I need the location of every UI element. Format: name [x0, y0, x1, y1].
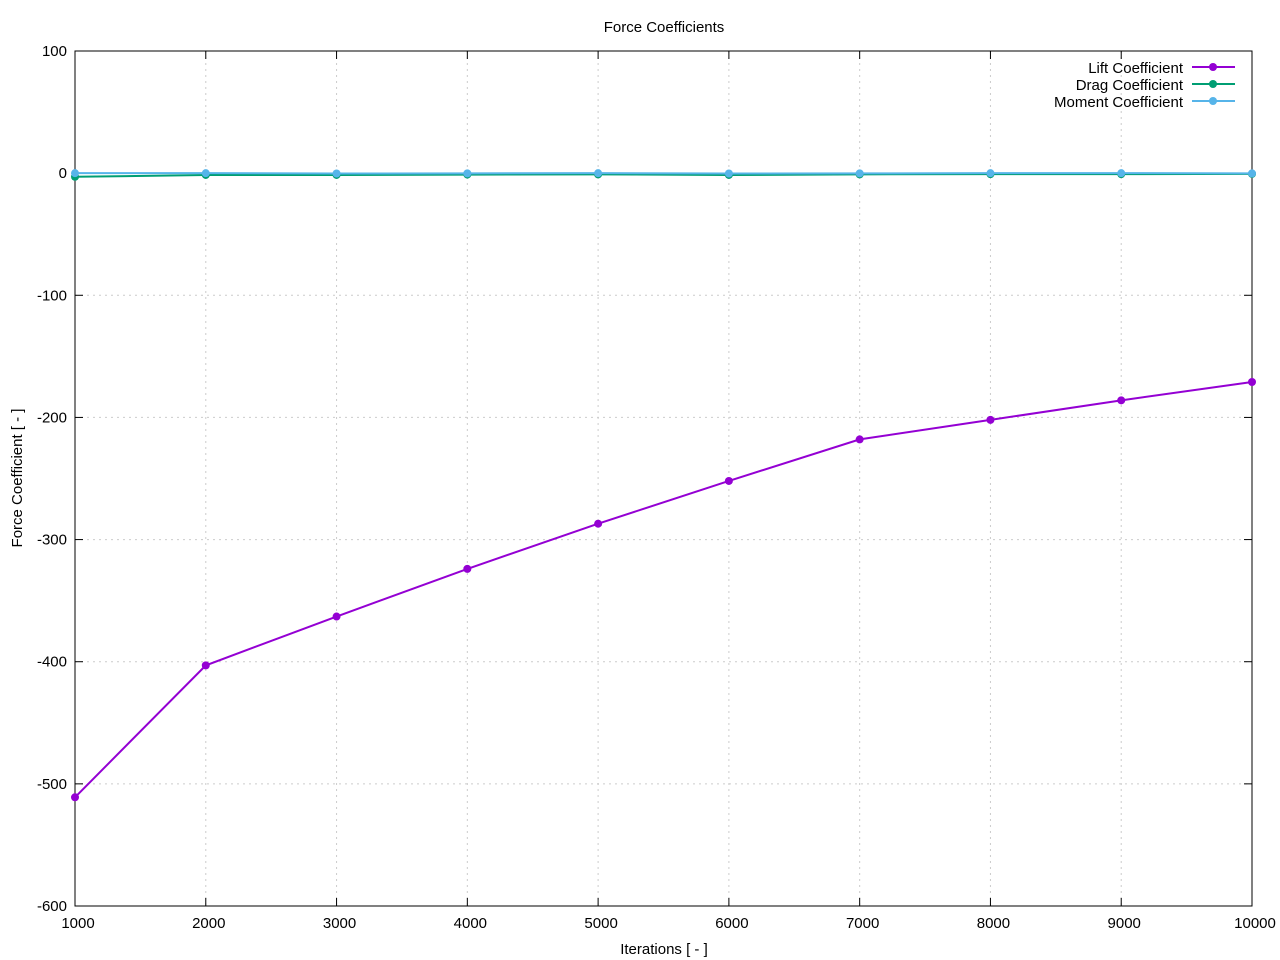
- legend-label: Drag Coefficient: [1076, 77, 1184, 94]
- chart-title: Force Coefficients: [604, 19, 725, 36]
- x-tick-label: 6000: [715, 915, 748, 932]
- x-tick-label: 2000: [192, 915, 225, 932]
- data-point: [986, 415, 995, 424]
- grid: [75, 51, 1252, 906]
- series-line: [74, 381, 1253, 798]
- data-point: [1117, 169, 1126, 178]
- x-tick-label: 10000: [1234, 915, 1276, 932]
- legend-swatch-marker: [1209, 80, 1217, 88]
- data-point: [463, 564, 472, 573]
- x-axis-label: Iterations [ - ]: [620, 941, 708, 958]
- series-2: [71, 169, 1256, 178]
- x-tick-label: 8000: [977, 915, 1010, 932]
- x-tick-label: 7000: [846, 915, 879, 932]
- y-axis-label: Force Coefficient [ - ]: [9, 409, 26, 548]
- data-point: [71, 169, 79, 178]
- data-point: [594, 519, 603, 528]
- data-point: [855, 435, 864, 444]
- series-0: [71, 378, 1256, 802]
- x-tick-label: 3000: [323, 915, 356, 932]
- data-point: [986, 169, 995, 178]
- data-point: [201, 661, 210, 670]
- data-point: [1117, 396, 1126, 405]
- legend-swatch-marker: [1209, 63, 1217, 71]
- x-tick-label: 5000: [584, 915, 617, 932]
- plot-border: [74, 50, 1253, 907]
- data-point: [724, 169, 733, 178]
- data-point: [201, 169, 210, 178]
- y-tick-label: -600: [37, 898, 67, 915]
- plot-frame: [74, 50, 1253, 907]
- data-point: [332, 169, 341, 178]
- y-axis-ticks: 100 0 -100 -200 -300 -400 -500 -600: [37, 43, 1252, 915]
- series-1: [71, 169, 1256, 181]
- x-tick-label: 4000: [454, 915, 487, 932]
- data-point: [855, 169, 864, 178]
- y-tick-label: 100: [42, 43, 67, 60]
- legend-entry: Lift Coefficient: [1088, 60, 1235, 77]
- data-point: [724, 476, 733, 485]
- legend-label: Moment Coefficient: [1054, 94, 1184, 111]
- legend-entry: Drag Coefficient: [1076, 77, 1235, 94]
- legend-label: Lift Coefficient: [1088, 60, 1184, 77]
- y-tick-label: -300: [37, 532, 67, 549]
- data-point: [332, 612, 341, 621]
- y-tick-label: 0: [59, 165, 67, 182]
- y-tick-label: -400: [37, 654, 67, 671]
- x-axis-ticks: 1000 2000 3000 4000 5000 6000 7000 8000 9000 1000…: [61, 51, 1276, 932]
- y-tick-label: -200: [37, 409, 67, 426]
- x-tick-label: 9000: [1108, 915, 1141, 932]
- data-point: [1248, 169, 1256, 178]
- data-point: [71, 793, 79, 802]
- data-point: [1248, 378, 1256, 387]
- x-tick-label: 1000: [61, 915, 94, 932]
- series-lines: [71, 169, 1256, 802]
- data-point: [594, 169, 603, 178]
- legend-swatch-marker: [1209, 97, 1217, 105]
- y-tick-label: -500: [37, 776, 67, 793]
- data-point: [463, 169, 472, 178]
- legend-entry: Moment Coefficient: [1054, 94, 1235, 111]
- y-tick-label: -100: [37, 287, 67, 304]
